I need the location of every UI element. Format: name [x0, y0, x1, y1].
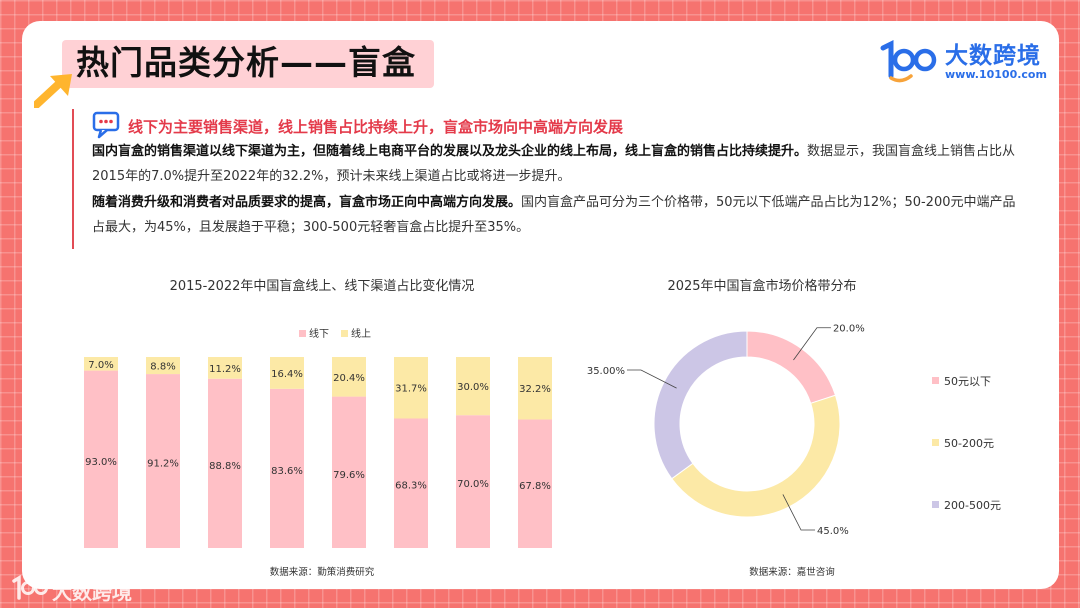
- slice-leader-line: [626, 369, 677, 389]
- legend-label: 线上: [351, 327, 371, 340]
- bar-chart-title: 2015-2022年中国盲盒线上、线下渠道占比变化情况: [169, 279, 475, 294]
- bar-value-label: 68.3%: [395, 481, 427, 492]
- footer-logo-mark-icon: [12, 574, 48, 600]
- donut-chart-source: 数据来源：嘉世咨询: [749, 567, 835, 578]
- bar-segment: [84, 357, 118, 371]
- logo-mark-icon: [880, 39, 937, 83]
- slice-value-label: 20.0%: [833, 324, 865, 335]
- bar-segment: [518, 419, 552, 548]
- brand-name: 大数跨境: [945, 43, 1041, 69]
- slice-leader-line: [782, 494, 816, 531]
- legend-label: 200-500元: [944, 499, 1001, 512]
- bar-chart-source: 数据来源：勤策消费研究: [269, 567, 375, 578]
- chat-bubble-icon: [92, 111, 120, 139]
- bar-value-label: 67.8%: [519, 481, 551, 492]
- bar-value-label: 8.8%: [150, 362, 175, 373]
- brand-url: www.10100.com: [945, 68, 1047, 81]
- content-card: 热门品类分析——盲盒 大数跨境 www.10100.com 线下为主要销售渠道，…: [22, 21, 1059, 589]
- legend-swatch: [932, 377, 939, 384]
- donut-chart: 20.0% 45.0% 35.00% 50元以下 50-200元 200-500元: [587, 324, 1001, 537]
- legend-label: 50元以下: [944, 375, 991, 388]
- bar-segment: [270, 357, 304, 389]
- bar-legend: 线下 线上: [299, 327, 371, 340]
- summary-block: 线下为主要销售渠道，线上销售占比持续上升，盲盒市场向中高端方向发展 国内盲盒的销…: [72, 109, 1044, 249]
- bar-segment: [332, 396, 366, 548]
- bar-value-label: 83.6%: [271, 466, 303, 477]
- title-highlight: [62, 40, 434, 88]
- donut-slice: [746, 330, 837, 404]
- brand-logo: 大数跨境 www.10100.com: [877, 38, 1047, 86]
- bar-segment: [394, 357, 428, 419]
- donut-slice: [653, 330, 748, 480]
- bar-segment: [456, 415, 490, 548]
- footer-brand-name: 大数跨境: [52, 580, 132, 604]
- paragraph-channels-body: 数据显示，我国盲盒线上销售占比从2015年的7.0%提升至2022年的32.2%…: [92, 144, 1016, 184]
- bar-segment: [208, 357, 242, 379]
- paragraph-price-bands: 随着消费升级和消费者对品质要求的提高，盲盒市场正向中高端方向发展。国内盲盒产品可…: [92, 190, 1022, 240]
- bar-value-label: 88.8%: [209, 461, 241, 472]
- bar-value-label: 79.6%: [333, 470, 365, 481]
- slice-leader-line: [793, 327, 831, 361]
- legend-label: 50-200元: [944, 437, 994, 450]
- legend-label: 线下: [309, 327, 329, 340]
- paragraph-channels-lead: 国内盲盒的销售渠道以线下渠道为主，但随着线上电商平台的发展以及龙头企业的线上布局…: [92, 144, 808, 159]
- legend-swatch: [932, 439, 939, 446]
- bar-value-label: 93.0%: [85, 457, 117, 468]
- paragraph-channels: 国内盲盒的销售渠道以线下渠道为主，但随着线上电商平台的发展以及龙头企业的线上布局…: [92, 139, 1022, 189]
- footer-brand: 大数跨境: [10, 574, 150, 604]
- bar-segment: [332, 357, 366, 397]
- page-title: 热门品类分析——盲盒: [76, 43, 416, 82]
- bar-chart: 线下线上93.0%7.0%201591.2%8.8%201688.8%11.2%…: [84, 327, 552, 548]
- arrow-icon: [34, 74, 72, 108]
- legend-swatch: [932, 501, 939, 508]
- legend-swatch: [341, 330, 348, 337]
- bar-value-label: 70.0%: [457, 479, 489, 490]
- bar-value-label: 91.2%: [147, 459, 179, 470]
- paragraph-price-bands-body: 国内盲盒产品可分为三个价格带，50元以下低端产品占比为12%；50-200元中端…: [92, 195, 1016, 235]
- bar-value-label: 11.2%: [209, 364, 241, 375]
- bar-segment: [456, 357, 490, 416]
- bar-segment: [208, 378, 242, 548]
- headline: 线下为主要销售渠道，线上销售占比持续上升，盲盒市场向中高端方向发展: [128, 118, 624, 136]
- bar-segment: [394, 418, 428, 548]
- title-block: 热门品类分析——盲盒: [34, 38, 434, 108]
- legend-swatch: [299, 330, 306, 337]
- donut-legend: 50元以下 50-200元 200-500元: [932, 375, 1001, 512]
- paragraph-price-bands-lead: 随着消费升级和消费者对品质要求的提高，盲盒市场正向中高端方向发展。: [92, 195, 522, 210]
- bar-segment: [84, 370, 118, 548]
- donut-slice: [671, 394, 841, 518]
- bar-value-label: 20.4%: [333, 373, 365, 384]
- donut-chart-title: 2025年中国盲盒市场价格带分布: [667, 279, 857, 294]
- bar-value-label: 31.7%: [395, 384, 427, 395]
- bar-value-label: 16.4%: [271, 369, 303, 380]
- bar-segment: [146, 357, 180, 375]
- bar-segment: [518, 357, 552, 420]
- bar-segment: [146, 374, 180, 548]
- bar-value-label: 30.0%: [457, 382, 489, 393]
- bar-value-label: 7.0%: [88, 360, 113, 371]
- slice-value-label: 45.0%: [817, 526, 849, 537]
- bar-value-label: 32.2%: [519, 384, 551, 395]
- bar-segment: [270, 388, 304, 548]
- slice-value-label: 35.00%: [587, 366, 625, 377]
